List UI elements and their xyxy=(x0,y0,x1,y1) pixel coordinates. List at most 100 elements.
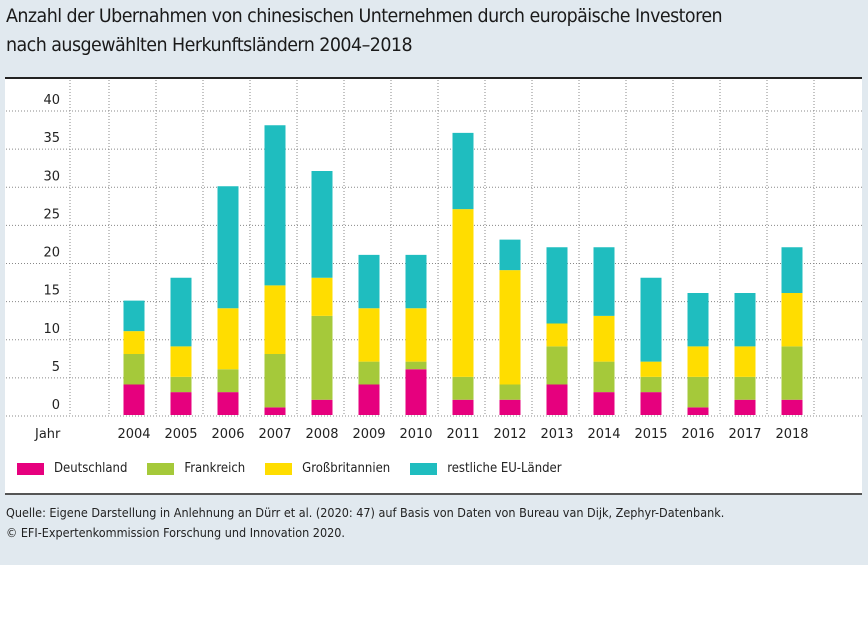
bar-segment-gro-britannien-2012 xyxy=(499,270,521,385)
stacked-bar-chart: 0 5 10 15 20 25 30 35 40 Jahr 2004 2005 2006 2007 2008… xyxy=(6,80,862,442)
bar-segment-restliche-eu-l-nder-2017 xyxy=(734,293,756,347)
legend-swatch xyxy=(410,462,438,475)
bar-segment-deutschland-2010 xyxy=(405,369,427,415)
bar-segment-deutschland-2015 xyxy=(640,392,662,415)
bar-segment-gro-britannien-2013 xyxy=(546,323,568,347)
bar-segment-deutschland-2007 xyxy=(264,407,286,415)
bar-segment-restliche-eu-l-nder-2008 xyxy=(311,171,333,278)
x-tick-label: 2010 xyxy=(399,427,432,442)
bar-segment-gro-britannien-2017 xyxy=(734,346,756,377)
bar-segment-frankreich-2005 xyxy=(170,376,192,393)
bar-segment-frankreich-2004 xyxy=(123,354,145,385)
bar-segment-restliche-eu-l-nder-2004 xyxy=(123,300,145,332)
bar-segment-deutschland-2006 xyxy=(217,392,239,415)
legend-item: Großbritannien xyxy=(265,461,390,476)
x-tick-label: 2017 xyxy=(728,427,761,442)
y-tick-label: 40 xyxy=(43,93,60,108)
y-tick-label: 25 xyxy=(43,207,60,222)
bar-segment-gro-britannien-2009 xyxy=(358,308,380,362)
bar-segment-deutschland-2012 xyxy=(499,399,521,415)
bar-segment-gro-britannien-2018 xyxy=(781,293,803,347)
legend-swatch xyxy=(147,462,175,475)
bar-segment-restliche-eu-l-nder-2014 xyxy=(593,247,615,316)
bar-segment-restliche-eu-l-nder-2016 xyxy=(687,293,709,347)
bar-segment-frankreich-2015 xyxy=(640,376,662,393)
bar-segment-gro-britannien-2008 xyxy=(311,277,333,316)
bar-segment-frankreich-2008 xyxy=(311,315,333,400)
bar-segment-deutschland-2018 xyxy=(781,399,803,415)
x-tick-label: 2006 xyxy=(211,427,244,442)
x-tick-label: 2007 xyxy=(258,427,291,442)
legend: Deutschland Frankreich Großbritannien restl… xyxy=(17,461,582,476)
bar-segment-deutschland-2013 xyxy=(546,384,568,415)
x-tick-label: 2015 xyxy=(634,427,667,442)
bar-segment-deutschland-2005 xyxy=(170,392,192,415)
bar-segment-restliche-eu-l-nder-2018 xyxy=(781,247,803,293)
y-tick-label: 5 xyxy=(52,360,60,375)
bar-segment-restliche-eu-l-nder-2010 xyxy=(405,254,427,309)
x-tick-label: 2004 xyxy=(117,427,150,442)
bar-segment-restliche-eu-l-nder-2011 xyxy=(452,132,474,210)
bar-segment-deutschland-2016 xyxy=(687,407,709,415)
footer: Quelle: Eigene Darstellung in Anlehnung … xyxy=(6,503,724,543)
x-tick-label: 2013 xyxy=(540,427,573,442)
bar-segment-deutschland-2017 xyxy=(734,399,756,415)
source-note: Quelle: Eigene Darstellung in Anlehnung … xyxy=(6,505,725,520)
bar-segment-gro-britannien-2014 xyxy=(593,315,615,362)
bar-segment-restliche-eu-l-nder-2005 xyxy=(170,277,192,347)
bar-segment-frankreich-2016 xyxy=(687,376,709,408)
y-tick-label: 35 xyxy=(43,131,60,146)
x-tick-label: 2008 xyxy=(305,427,338,442)
bar-segment-deutschland-2014 xyxy=(593,392,615,415)
y-tick-label: 20 xyxy=(43,246,60,261)
bar-segment-deutschland-2009 xyxy=(358,384,380,415)
bar-segment-gro-britannien-2005 xyxy=(170,346,192,377)
legend-label: restliche EU-Länder xyxy=(447,461,562,476)
bar-segment-frankreich-2009 xyxy=(358,361,380,385)
bar-segment-frankreich-2011 xyxy=(452,376,474,400)
bar-segment-frankreich-2010 xyxy=(405,361,427,370)
bar-segment-gro-britannien-2016 xyxy=(687,346,709,377)
bar-segment-gro-britannien-2010 xyxy=(405,308,427,362)
bar-segment-gro-britannien-2007 xyxy=(264,285,286,354)
y-tick-label: 15 xyxy=(43,284,60,299)
legend-label: Großbritannien xyxy=(302,461,391,476)
title-line-2: nach ausgewählten Herkunftsländern 2004–… xyxy=(6,34,413,56)
x-axis-label: Jahr xyxy=(34,427,61,442)
bar-segment-frankreich-2014 xyxy=(593,361,615,393)
bar-segment-restliche-eu-l-nder-2012 xyxy=(499,239,521,271)
x-tick-label: 2011 xyxy=(446,427,479,442)
bar-segment-frankreich-2013 xyxy=(546,346,568,385)
legend-label: Deutschland xyxy=(54,461,128,476)
bar-segment-deutschland-2004 xyxy=(123,384,145,415)
bar-segment-restliche-eu-l-nder-2013 xyxy=(546,247,568,324)
bar-segment-frankreich-2012 xyxy=(499,384,521,400)
bar-segment-restliche-eu-l-nder-2006 xyxy=(217,186,239,309)
chart-panel xyxy=(5,77,862,495)
copyright-note: © EFI-Expertenkommission Forschung und I… xyxy=(6,525,345,540)
bar-segment-gro-britannien-2015 xyxy=(640,361,662,377)
bar-segment-restliche-eu-l-nder-2007 xyxy=(264,125,286,286)
x-tick-label: 2012 xyxy=(493,427,526,442)
x-tick-label: 2009 xyxy=(352,427,385,442)
title-line-1: Anzahl der Ubernahmen von chinesischen U… xyxy=(6,5,723,27)
x-tick-label: 2014 xyxy=(587,427,620,442)
bar-segment-gro-britannien-2011 xyxy=(452,209,474,377)
x-tick-label: 2018 xyxy=(775,427,808,442)
bar-segment-deutschland-2008 xyxy=(311,399,333,415)
bar-segment-deutschland-2011 xyxy=(452,399,474,415)
bar-segment-frankreich-2018 xyxy=(781,346,803,400)
x-tick-label: 2005 xyxy=(164,427,197,442)
x-tick-label: 2016 xyxy=(681,427,714,442)
legend-item: restliche EU-Länder xyxy=(410,461,562,476)
bar-segment-frankreich-2006 xyxy=(217,369,239,393)
bar-segment-restliche-eu-l-nder-2015 xyxy=(640,277,662,362)
y-tick-label: 0 xyxy=(52,398,60,413)
legend-swatch xyxy=(265,462,293,475)
y-tick-label: 30 xyxy=(43,169,60,184)
bar-segment-gro-britannien-2004 xyxy=(123,331,145,354)
bar-segment-restliche-eu-l-nder-2009 xyxy=(358,254,380,309)
legend-swatch xyxy=(17,462,44,475)
bar-segment-frankreich-2017 xyxy=(734,376,756,400)
legend-item: Frankreich xyxy=(147,461,245,476)
